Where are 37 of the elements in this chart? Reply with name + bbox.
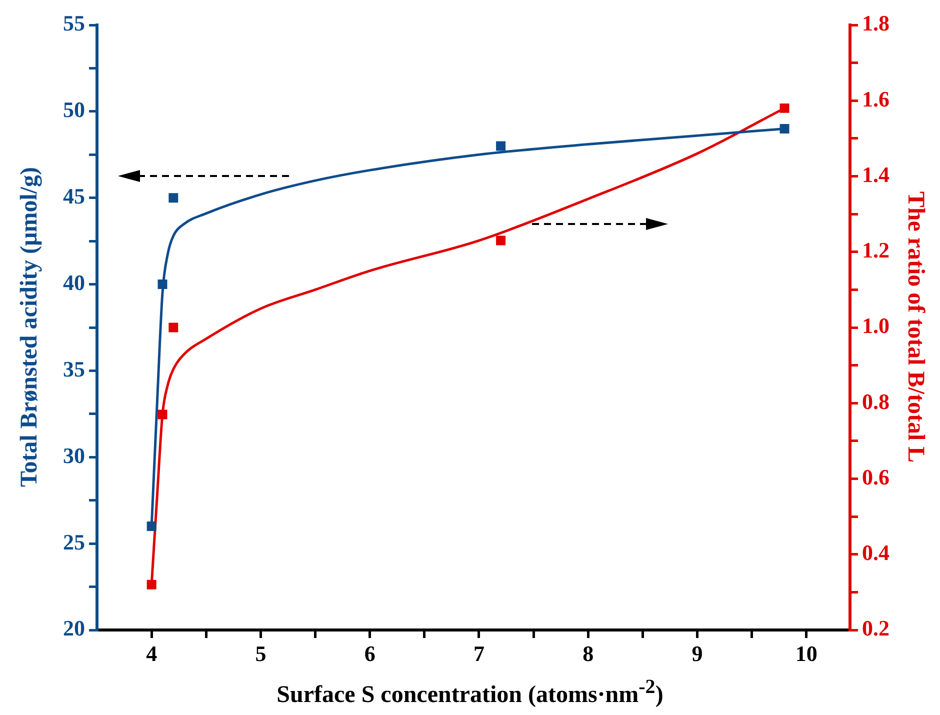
point	[168, 322, 178, 332]
y-tick-label: 25	[63, 529, 85, 554]
point	[146, 580, 156, 590]
point	[158, 280, 168, 290]
x-tick-label: 10	[795, 640, 818, 666]
y2-tick-label: 1.4	[862, 162, 890, 187]
x-tick-label: 4	[146, 640, 158, 666]
point	[496, 236, 506, 246]
y-tick-label: 55	[63, 10, 85, 36]
x-tick-label: 9	[692, 640, 703, 666]
point	[158, 410, 168, 420]
point	[146, 522, 156, 532]
y2-tick-label: 0.8	[862, 388, 890, 414]
x-tick-label: 7	[473, 640, 484, 666]
y-tick-label: 20	[63, 616, 85, 641]
y-tick-label: 40	[63, 270, 85, 295]
point	[168, 193, 178, 203]
y-tick-label: 45	[63, 184, 85, 209]
x-tick-label: 6	[364, 640, 376, 666]
y2-tick-label: 1.8	[862, 10, 890, 36]
y2-tick-label: 0.2	[862, 616, 890, 641]
x-tick-label: 5	[255, 640, 266, 666]
point	[780, 103, 790, 113]
x-axis-title: Surface S concentration (atoms·nm$^{-2}$)	[276, 676, 664, 709]
point	[496, 141, 506, 151]
y-axis-title: Total Brønsted acidity (μmol/g)	[16, 166, 44, 488]
y2-tick-label: 1.2	[862, 238, 890, 263]
y2-axis-title: The ratio of total B/total L	[902, 191, 928, 463]
x-tick-label: 8	[582, 640, 594, 666]
y2-tick-label: 1.0	[862, 313, 890, 338]
y2-tick-label: 0.6	[862, 464, 890, 490]
y2-tick-label: 0.4	[862, 540, 890, 566]
y-tick-label: 50	[63, 97, 85, 122]
y2-tick-label: 1.6	[862, 86, 890, 112]
y-tick-label: 35	[63, 356, 85, 382]
y-tick-label: 30	[63, 442, 85, 468]
point	[780, 124, 790, 134]
